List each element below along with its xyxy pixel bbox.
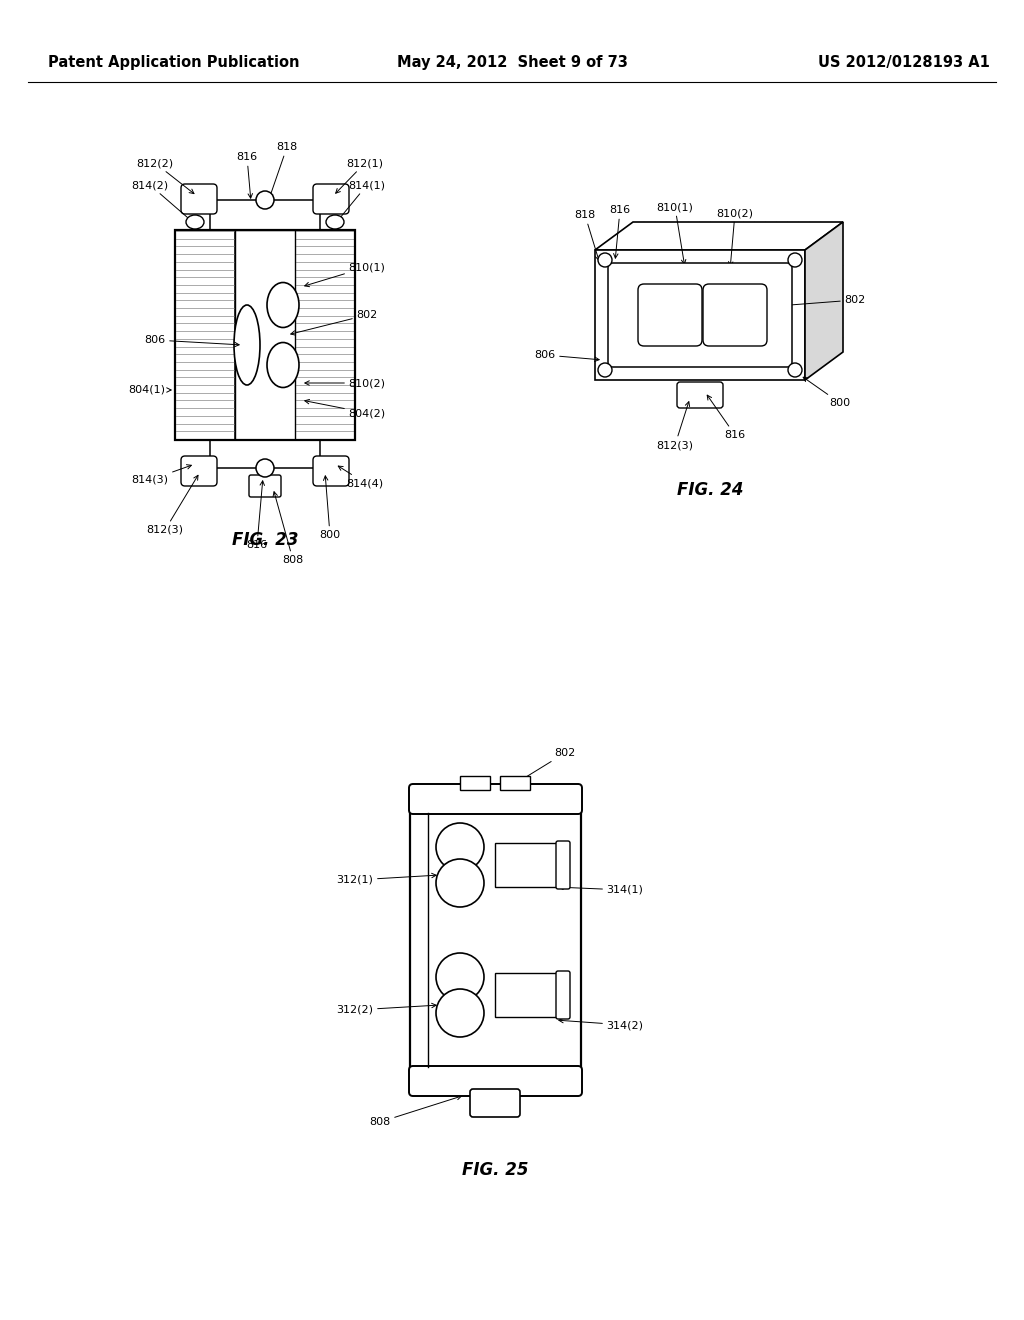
Text: 818: 818 <box>574 210 600 260</box>
Polygon shape <box>595 222 843 249</box>
Text: 814(4): 814(4) <box>338 466 384 488</box>
Text: 802: 802 <box>729 294 865 312</box>
Circle shape <box>436 859 484 907</box>
Polygon shape <box>595 249 805 380</box>
FancyBboxPatch shape <box>295 230 355 440</box>
Text: Patent Application Publication: Patent Application Publication <box>48 54 299 70</box>
FancyBboxPatch shape <box>249 475 281 498</box>
Circle shape <box>598 363 612 378</box>
Ellipse shape <box>186 215 204 228</box>
Polygon shape <box>805 222 843 380</box>
Text: FIG. 25: FIG. 25 <box>462 1162 528 1179</box>
Circle shape <box>436 989 484 1038</box>
FancyBboxPatch shape <box>234 230 295 440</box>
FancyBboxPatch shape <box>495 843 557 887</box>
Text: 812(3): 812(3) <box>656 401 693 450</box>
FancyBboxPatch shape <box>409 784 582 814</box>
Circle shape <box>788 253 802 267</box>
Ellipse shape <box>267 342 299 388</box>
Circle shape <box>788 363 802 378</box>
FancyBboxPatch shape <box>677 381 723 408</box>
Text: 814(3): 814(3) <box>131 465 191 484</box>
FancyBboxPatch shape <box>210 201 319 230</box>
FancyBboxPatch shape <box>495 973 557 1016</box>
FancyBboxPatch shape <box>181 183 217 214</box>
Text: 800: 800 <box>319 475 341 540</box>
Text: 816: 816 <box>609 205 631 259</box>
Ellipse shape <box>234 305 260 385</box>
Text: FIG. 24: FIG. 24 <box>677 480 743 499</box>
Circle shape <box>256 191 274 209</box>
Text: 812(3): 812(3) <box>146 475 198 535</box>
Ellipse shape <box>326 215 344 228</box>
FancyBboxPatch shape <box>703 284 767 346</box>
FancyBboxPatch shape <box>313 183 349 214</box>
Text: 808: 808 <box>273 492 304 565</box>
FancyBboxPatch shape <box>500 776 530 789</box>
Text: FIG. 23: FIG. 23 <box>231 531 298 549</box>
Text: 812(2): 812(2) <box>136 158 194 194</box>
Text: 812(1): 812(1) <box>336 158 384 193</box>
Text: 800: 800 <box>803 378 851 408</box>
FancyBboxPatch shape <box>175 230 234 440</box>
Text: 312(1): 312(1) <box>337 874 436 884</box>
Text: 314(1): 314(1) <box>559 884 643 895</box>
FancyBboxPatch shape <box>608 263 792 367</box>
FancyBboxPatch shape <box>313 455 349 486</box>
FancyBboxPatch shape <box>210 440 319 469</box>
Text: 808: 808 <box>370 1096 462 1127</box>
Text: 810(2): 810(2) <box>305 378 385 388</box>
Text: 816: 816 <box>237 152 258 198</box>
Text: 804(2): 804(2) <box>305 400 386 418</box>
Text: 810(1): 810(1) <box>305 261 385 286</box>
Text: 314(2): 314(2) <box>559 1018 643 1030</box>
Text: 802: 802 <box>291 310 378 335</box>
FancyBboxPatch shape <box>460 776 490 789</box>
Text: 814(2): 814(2) <box>131 180 193 222</box>
Text: 810(1): 810(1) <box>656 202 693 264</box>
Text: 806: 806 <box>144 335 240 347</box>
FancyBboxPatch shape <box>409 1067 582 1096</box>
Circle shape <box>436 822 484 871</box>
Text: 312(2): 312(2) <box>337 1003 436 1015</box>
FancyBboxPatch shape <box>181 455 217 486</box>
FancyBboxPatch shape <box>556 972 570 1019</box>
FancyBboxPatch shape <box>470 1089 520 1117</box>
Circle shape <box>256 459 274 477</box>
Circle shape <box>598 253 612 267</box>
Circle shape <box>436 953 484 1001</box>
Text: 818: 818 <box>268 143 298 198</box>
Text: May 24, 2012  Sheet 9 of 73: May 24, 2012 Sheet 9 of 73 <box>396 54 628 70</box>
Text: 810(2): 810(2) <box>717 209 754 267</box>
FancyBboxPatch shape <box>638 284 702 346</box>
Text: US 2012/0128193 A1: US 2012/0128193 A1 <box>818 54 990 70</box>
FancyBboxPatch shape <box>556 841 570 888</box>
Text: 816: 816 <box>247 480 267 550</box>
Text: 814(1): 814(1) <box>338 180 385 220</box>
FancyBboxPatch shape <box>410 789 581 1092</box>
Text: 804(1): 804(1) <box>128 385 171 395</box>
Text: 816: 816 <box>708 395 745 440</box>
Text: 806: 806 <box>535 350 599 362</box>
Text: 802: 802 <box>503 748 575 791</box>
Ellipse shape <box>267 282 299 327</box>
